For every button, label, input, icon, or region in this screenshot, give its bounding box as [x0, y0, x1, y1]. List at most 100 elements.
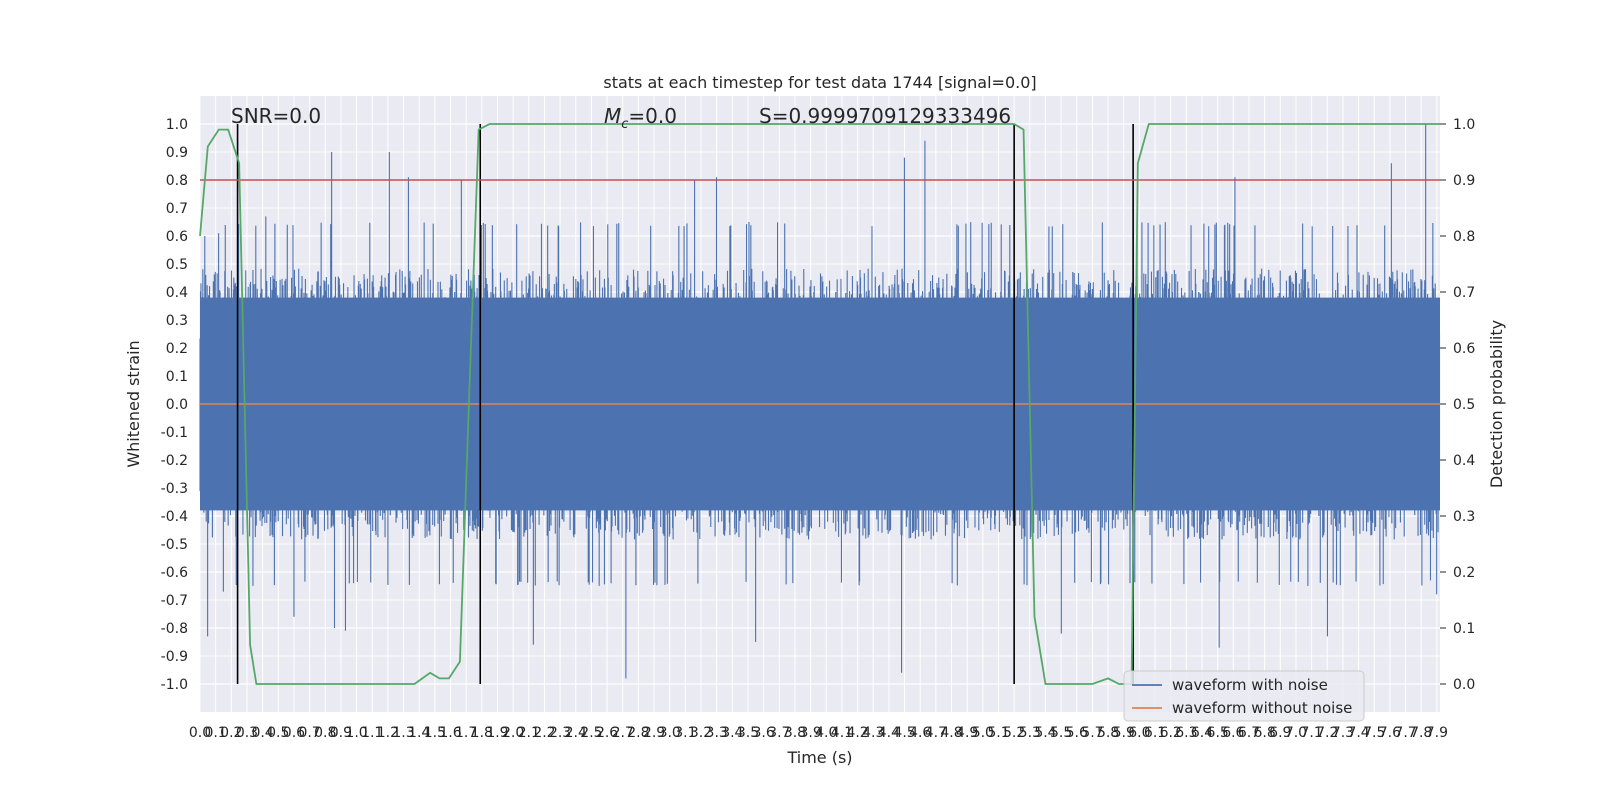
series-detection-probability — [199, 123, 1440, 685]
x-tick-label: 0.1 — [205, 725, 227, 741]
x-tick-label: 3.3 — [706, 725, 728, 741]
x-tick-label: 2.6 — [596, 725, 618, 741]
x-tick-label: 1.4 — [408, 725, 430, 741]
y2-tick-label: 0.8 — [1453, 229, 1475, 245]
y2-tick-label: 0.3 — [1453, 509, 1475, 525]
x-tick-label: 7.0 — [1285, 725, 1307, 741]
y-tick-label: 0.0 — [166, 397, 188, 413]
x-tick-label: 0.0 — [189, 725, 211, 741]
x-tick-label: 2.4 — [565, 725, 587, 741]
y2-tick-label: 0.7 — [1453, 285, 1475, 301]
s-annotation: S=0.9999709129333496 — [759, 104, 1011, 128]
legend-box — [1123, 670, 1365, 722]
y-tick-label: 0.4 — [166, 285, 188, 301]
y-tick-label: 0.2 — [166, 341, 188, 357]
x-tick-label: 6.5 — [1207, 725, 1229, 741]
legend-label-noise: waveform with noise — [1172, 676, 1328, 694]
x-tick-label: 3.9 — [799, 725, 821, 741]
x-tick-label: 2.5 — [580, 725, 602, 741]
x-tick-label: 4.9 — [956, 725, 978, 741]
x-tick-label: 7.3 — [1332, 725, 1354, 741]
x-tick-label: 1.7 — [455, 725, 477, 741]
x-tick-label: 0.6 — [283, 725, 305, 741]
y-tick-label: -0.2 — [161, 453, 188, 469]
x-tick-label: 3.8 — [784, 725, 806, 741]
x-tick-label: 7.2 — [1316, 725, 1338, 741]
y-tick-label: 0.9 — [166, 145, 188, 161]
x-tick-label: 0.4 — [251, 725, 273, 741]
y2-tick-labels: 0.0 0.1 0.2 0.3 0.4 0.5 0.6 0.7 0.8 0.9 1.0 — [1440, 117, 1475, 693]
x-tick-label: 7.4 — [1347, 725, 1369, 741]
x-tick-label: 7.6 — [1379, 725, 1401, 741]
x-tick-label: 5.4 — [1034, 725, 1056, 741]
y-tick-label: 0.5 — [166, 257, 188, 273]
y2-tick-label: 0.2 — [1453, 565, 1475, 581]
x-tick-label: 1.1 — [361, 725, 383, 741]
x-tick-label: 4.1 — [831, 725, 853, 741]
x-tick-label: 7.1 — [1300, 725, 1322, 741]
x-tick-label: 3.7 — [768, 725, 790, 741]
x-tick-label: 5.1 — [987, 725, 1009, 741]
x-tick-label: 5.0 — [972, 725, 994, 741]
legend-label-clean: waveform without noise — [1172, 699, 1352, 717]
x-tick-label: 5.6 — [1066, 725, 1088, 741]
x-tick-label: 0.2 — [220, 725, 242, 741]
x-tick-label: 4.7 — [925, 725, 947, 741]
y-tick-label: 0.3 — [166, 313, 188, 329]
x-axis-label: Time (s) — [786, 748, 852, 767]
y2-tick-label: 0.0 — [1453, 677, 1475, 693]
y-tick-labels: -1.0 -0.9 -0.8 -0.7 -0.6 -0.5 -0.4 -0.3 -0.2 -0.1… — [161, 117, 188, 693]
y-tick-label: -0.7 — [161, 593, 188, 609]
y2-tick-label: 0.6 — [1453, 341, 1475, 357]
y-tick-label: 0.1 — [166, 369, 188, 385]
x-tick-label: 7.8 — [1410, 725, 1432, 741]
y-tick-label: -1.0 — [161, 677, 188, 693]
y-tick-label: -0.6 — [161, 565, 188, 581]
x-tick-label: 0.3 — [236, 725, 258, 741]
y-tick-label: -0.3 — [161, 481, 188, 497]
x-tick-label: 4.2 — [846, 725, 868, 741]
x-tick-label: 7.7 — [1394, 725, 1416, 741]
x-tick-label: 5.8 — [1097, 725, 1119, 741]
y-tick-label: 0.7 — [166, 201, 188, 217]
y-tick-label: -0.4 — [161, 509, 188, 525]
x-tick-label: 4.8 — [940, 725, 962, 741]
x-tick-label: 5.3 — [1019, 725, 1041, 741]
x-tick-label: 7.9 — [1426, 725, 1448, 741]
y-tick-label: -0.1 — [161, 425, 188, 441]
y-tick-label: 1.0 — [166, 117, 188, 133]
y2-tick-label: 0.4 — [1453, 453, 1475, 469]
y-tick-label: -0.9 — [161, 649, 188, 665]
x-tick-label: 3.0 — [659, 725, 681, 741]
mc-annotation: Mc=0.0 — [604, 104, 677, 132]
x-tick-label: 1.0 — [345, 725, 367, 741]
detection-probability-line — [199, 123, 1440, 685]
chart-title: stats at each timestep for test data 174… — [603, 73, 1036, 92]
x-tick-label: 3.1 — [674, 725, 696, 741]
x-tick-label: 2.8 — [627, 725, 649, 741]
x-tick-label: 2.9 — [643, 725, 665, 741]
y-tick-label: 0.8 — [166, 173, 188, 189]
x-tick-label: 2.2 — [533, 725, 555, 741]
x-tick-label: 6.0 — [1128, 725, 1150, 741]
y2-axis-label: Detection probability — [1487, 320, 1506, 488]
snr-annotation: SNR=0.0 — [231, 104, 321, 128]
x-tick-label: 5.5 — [1050, 725, 1072, 741]
x-tick-label: 1.2 — [377, 725, 399, 741]
x-tick-label: 2.0 — [502, 725, 524, 741]
x-tick-label: 6.9 — [1269, 725, 1291, 741]
x-tick-label: 4.4 — [878, 725, 900, 741]
x-tick-label: 6.8 — [1254, 725, 1276, 741]
x-tick-label: 5.2 — [1003, 725, 1025, 741]
x-tick-label: 6.1 — [1144, 725, 1166, 741]
x-tick-label: 0.9 — [330, 725, 352, 741]
x-tick-label: 4.3 — [862, 725, 884, 741]
x-tick-label: 6.2 — [1160, 725, 1182, 741]
x-tick-labels: 0.00.10.20.30.40.50.60.70.80.91.01.11.21… — [189, 725, 1448, 741]
x-tick-label: 6.3 — [1175, 725, 1197, 741]
x-tick-label: 3.4 — [721, 725, 743, 741]
x-tick-label: 1.3 — [392, 725, 414, 741]
x-tick-label: 1.8 — [471, 725, 493, 741]
